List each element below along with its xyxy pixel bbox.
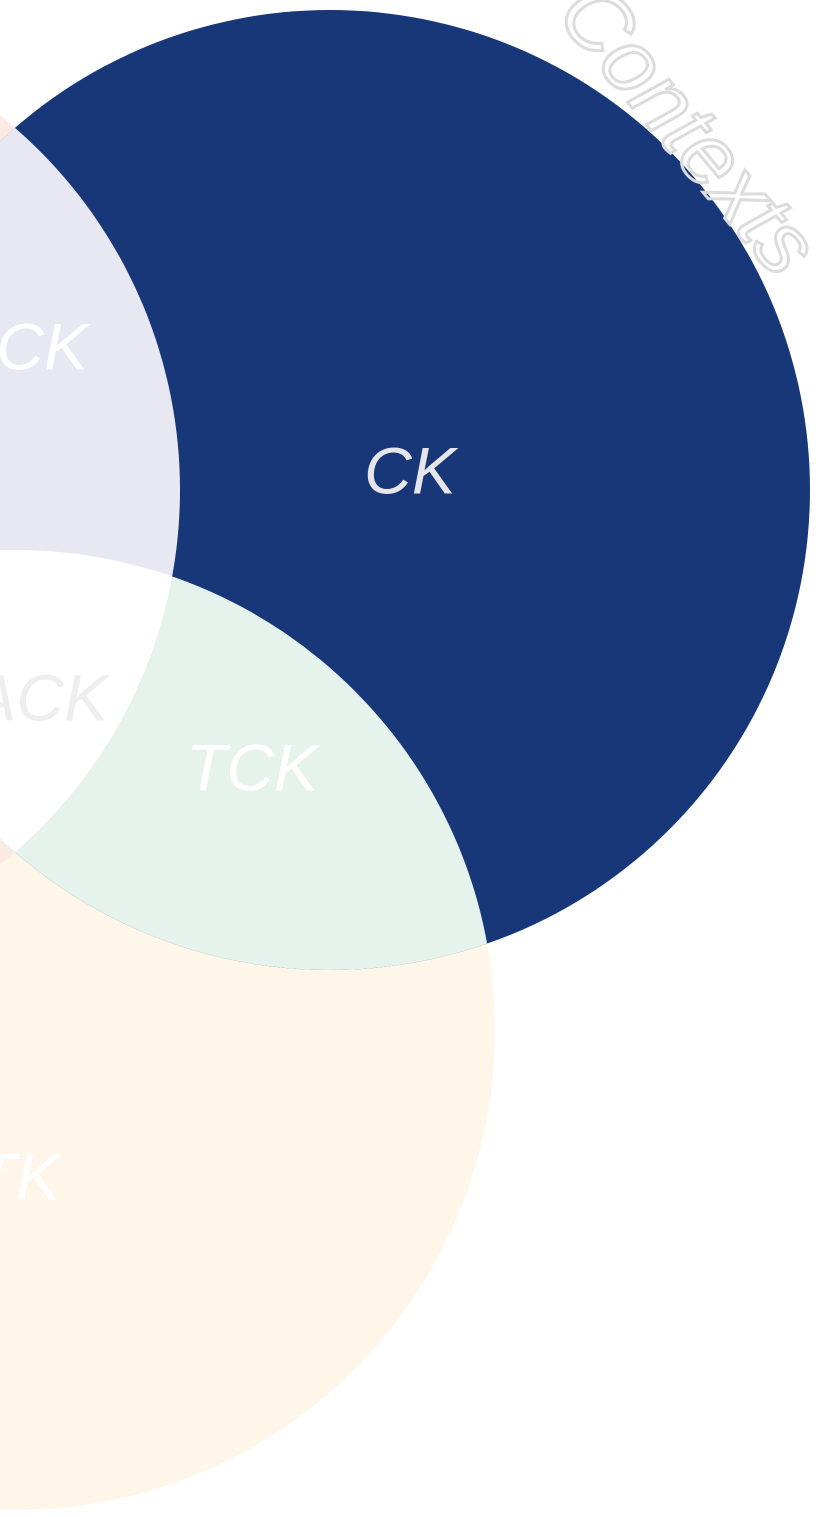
ck-label: CK — [364, 433, 459, 507]
tck-label: TCK — [186, 730, 321, 804]
tk-label: TK — [0, 1139, 63, 1213]
pck-label: PCK — [0, 309, 91, 383]
tck-region — [0, 550, 495, 970]
tpack-label: TPACK — [0, 660, 111, 734]
